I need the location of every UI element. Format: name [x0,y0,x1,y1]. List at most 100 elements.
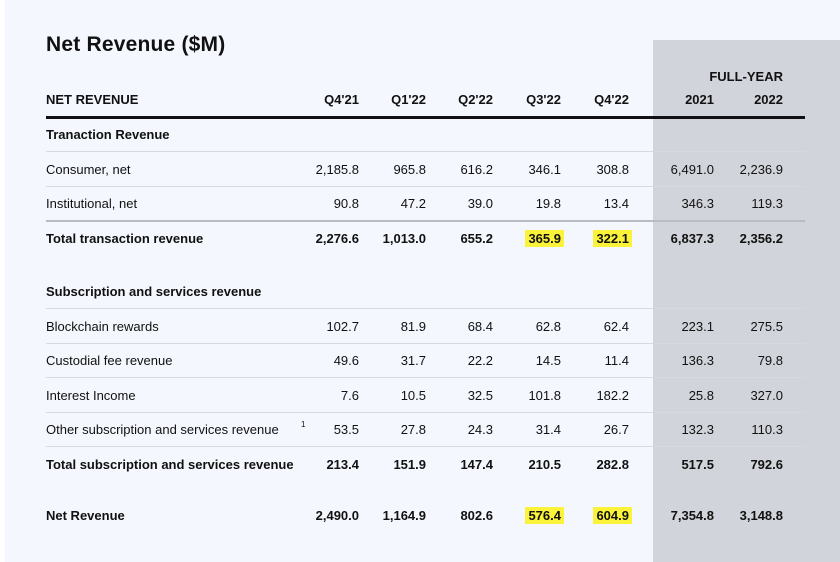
divider [46,377,805,378]
divider [46,343,805,344]
cell: 2,356.2 [703,231,783,246]
cell-value: 576.4 [525,507,564,524]
cell-value: 308.8 [596,162,629,177]
cell-value: 792.6 [750,457,783,472]
cell: 31.7 [346,353,426,368]
cell-value: 2,356.2 [739,231,783,246]
cell: 136.3 [634,353,714,368]
cell-value: 322.1 [593,230,632,247]
cell: 210.5 [481,457,561,472]
cell: 32.5 [413,388,493,403]
cell-value: 90.8 [333,196,359,211]
section-title: Subscription and services revenue [46,284,805,304]
cell: 90.8 [279,196,359,211]
cell: 81.9 [346,319,426,334]
cell: 119.3 [703,196,783,211]
cell: 11.4 [549,353,629,368]
row-label: Tranaction Revenue [46,127,170,142]
cell-value: 39.0 [467,196,493,211]
cell: 576.4 [481,507,564,524]
cell-value: 79.8 [757,353,783,368]
cell-value: 365.9 [525,230,564,247]
cell: 62.8 [481,319,561,334]
divider [46,186,805,187]
cell-value: 223.1 [681,319,714,334]
cell: 6,491.0 [634,162,714,177]
cell: 10.5 [346,388,426,403]
cell: 26.7 [549,422,629,437]
row-label: NET REVENUE [46,92,139,107]
cell: 79.8 [703,353,783,368]
cell: Q1'22 [346,92,426,107]
divider [46,412,805,413]
cell: 223.1 [634,319,714,334]
cell: 2022 [703,92,783,107]
cell-value: 604.9 [593,507,632,524]
cell: 6,837.3 [634,231,714,246]
cell: Q4'22 [549,92,629,107]
cell-value: 2,276.6 [315,231,359,246]
table-row: Institutional, net 90.8 47.2 39.0 19.8 13.4 34… [46,196,805,216]
divider [46,116,805,119]
cell: 3,148.8 [703,508,783,523]
cell-value: 32.5 [467,388,493,403]
table-row: Custodial fee revenue 49.6 31.7 22.2 14.5 11.… [46,353,805,373]
cell-value: 27.8 [400,422,426,437]
cell-value: 11.4 [604,353,629,368]
cell: 110.3 [703,422,783,437]
cell: 7,354.8 [634,508,714,523]
cell-value: 517.5 [681,457,714,472]
cell: Q4'21 [279,92,359,107]
cell-value: 102.7 [326,319,359,334]
divider [46,446,805,447]
cell-value: 14.5 [535,353,561,368]
row-label: Net Revenue [46,508,125,523]
total-row: Total transaction revenue 2,276.6 1,013.0 6… [46,230,805,251]
cell-value: 19.8 [535,196,561,211]
cell: 327.0 [703,388,783,403]
full-year-band [653,40,840,562]
net-revenue-row: Net Revenue 2,490.0 1,164.9 802.6 576.4 604.9… [46,507,805,528]
cell: 604.9 [549,507,632,524]
footnote-marker: 1 [301,420,306,429]
cell-value: Q3'22 [526,92,561,107]
cell-value: 53.5 [333,422,359,437]
cell-value: Q1'22 [391,92,426,107]
cell-value: 49.6 [333,353,359,368]
cell: 132.3 [634,422,714,437]
cell: 7.6 [279,388,359,403]
row-label: Interest Income [46,388,136,403]
cell: 346.3 [634,196,714,211]
cell-value: 6,837.3 [670,231,714,246]
table-row: Interest Income 7.6 10.5 32.5 101.8 182.2 25.8… [46,388,805,408]
cell-value: 802.6 [460,508,493,523]
cell: Q2'22 [413,92,493,107]
section-title: Tranaction Revenue [46,127,805,147]
cell-value: 47.2 [400,196,426,211]
cell: 308.8 [549,162,629,177]
cell: 47.2 [346,196,426,211]
page-title: Net Revenue ($M) [46,33,226,56]
cell-value: 26.7 [603,422,629,437]
table-row: Other subscription and services revenue 1… [46,420,805,442]
cell-value: 2021 [685,92,714,107]
cell-value: 101.8 [528,388,561,403]
table-header: NET REVENUE Q4'21 Q1'22 Q2'22 Q3'22 Q4'22 2021… [46,92,805,112]
cell-value: 655.2 [460,231,493,246]
cell: 102.7 [279,319,359,334]
cell-value: 62.4 [603,319,629,334]
full-year-label: FULL-YEAR [709,69,783,84]
cell: 27.8 [346,422,426,437]
cell: 365.9 [481,230,564,247]
cell-value: 275.5 [750,319,783,334]
cell-value: 119.3 [751,196,783,211]
cell: 1,013.0 [346,231,426,246]
cell: 182.2 [549,388,629,403]
cell: 965.8 [346,162,426,177]
divider [46,151,805,152]
cell: 517.5 [634,457,714,472]
cell-value: 132.3 [681,422,714,437]
cell-value: 965.8 [393,162,426,177]
cell: 147.4 [413,457,493,472]
cell: 346.1 [481,162,561,177]
